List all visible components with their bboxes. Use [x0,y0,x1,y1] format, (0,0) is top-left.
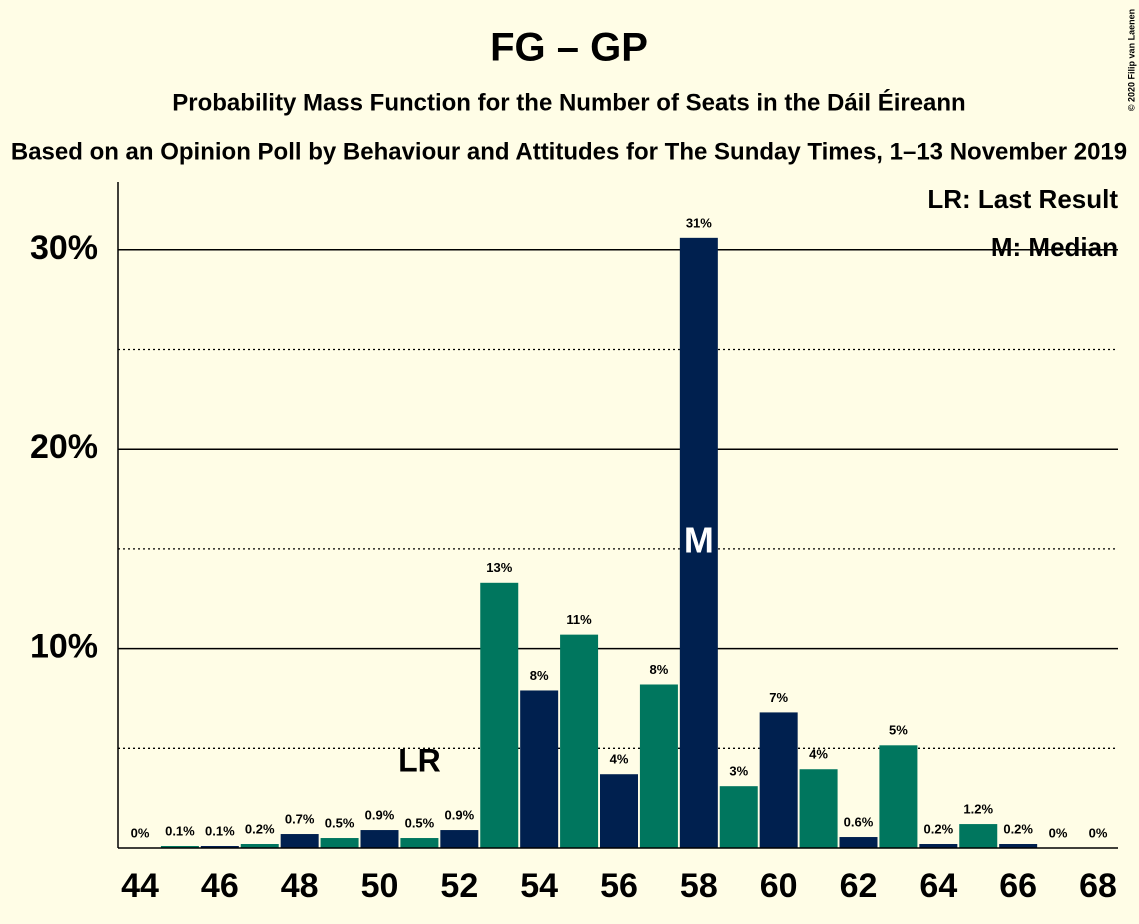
bar [320,838,359,848]
bar [799,769,838,848]
bar [280,834,319,848]
value-label: 0% [1049,825,1068,840]
value-label: 0.9% [365,807,395,822]
x-tick-label: 44 [121,867,159,905]
bar [360,830,399,848]
value-label: 0.7% [285,811,315,826]
x-tick-label: 52 [440,867,478,905]
value-label: 0.6% [844,814,874,829]
value-label: 3% [729,764,748,779]
bar [759,712,798,848]
value-label: 8% [530,668,549,683]
x-tick-label: 56 [600,867,638,905]
value-label: 13% [486,560,512,575]
bar [400,838,439,848]
value-label: 0% [131,825,150,840]
bar [639,684,678,848]
bar [839,837,878,848]
value-label: 0.9% [445,807,475,822]
value-label: 0.2% [924,821,954,836]
credit: © 2020 Filip van Laenen [1126,9,1136,111]
bar [200,846,239,848]
x-tick-label: 64 [919,867,957,905]
value-label: 4% [809,747,828,762]
y-tick-label: 10% [30,628,98,666]
value-label: 0.1% [165,823,195,838]
x-tick-label: 58 [680,867,718,905]
bar [879,745,918,848]
value-label: 0% [1089,825,1108,840]
bar [520,690,559,848]
y-tick-label: 30% [30,229,98,267]
value-label: 5% [889,723,908,738]
value-label: 0.5% [405,815,435,830]
bar [240,844,279,848]
legend-entry: M: Median [991,232,1118,262]
bar [679,237,718,848]
y-tick-label: 20% [30,428,98,466]
value-label: 0.2% [245,821,275,836]
x-tick-label: 60 [760,867,798,905]
bar [480,582,519,848]
value-label: 0.1% [205,823,235,838]
x-tick-label: 66 [999,867,1037,905]
bar [160,846,199,848]
x-tick-label: 62 [840,867,878,905]
bar [999,844,1038,848]
value-label: 11% [566,612,592,627]
chart-subtitle: Probability Mass Function for the Number… [172,88,965,116]
annotation: M [684,519,714,560]
bar [600,774,638,848]
value-label: 7% [769,690,788,705]
value-label: 0.5% [325,815,355,830]
chart-title: FG – GP [490,26,648,70]
x-tick-label: 68 [1079,867,1117,905]
x-tick-label: 54 [520,867,558,905]
bar [919,844,958,848]
x-tick-label: 48 [281,867,319,905]
bar [560,634,599,848]
x-tick-label: 50 [361,867,399,905]
bar [440,830,479,848]
legend-entry: LR: Last Result [927,184,1118,214]
x-tick-label: 46 [201,867,239,905]
value-label: 4% [610,752,629,767]
chart-subtitle: Based on an Opinion Poll by Behaviour an… [11,138,1127,165]
value-label: 1.2% [963,802,993,817]
value-label: 0.2% [1003,821,1033,836]
value-label: 8% [650,662,669,677]
bar [719,786,758,848]
value-label: 31% [686,215,712,230]
annotation: LR [398,742,441,778]
bar [959,824,998,848]
